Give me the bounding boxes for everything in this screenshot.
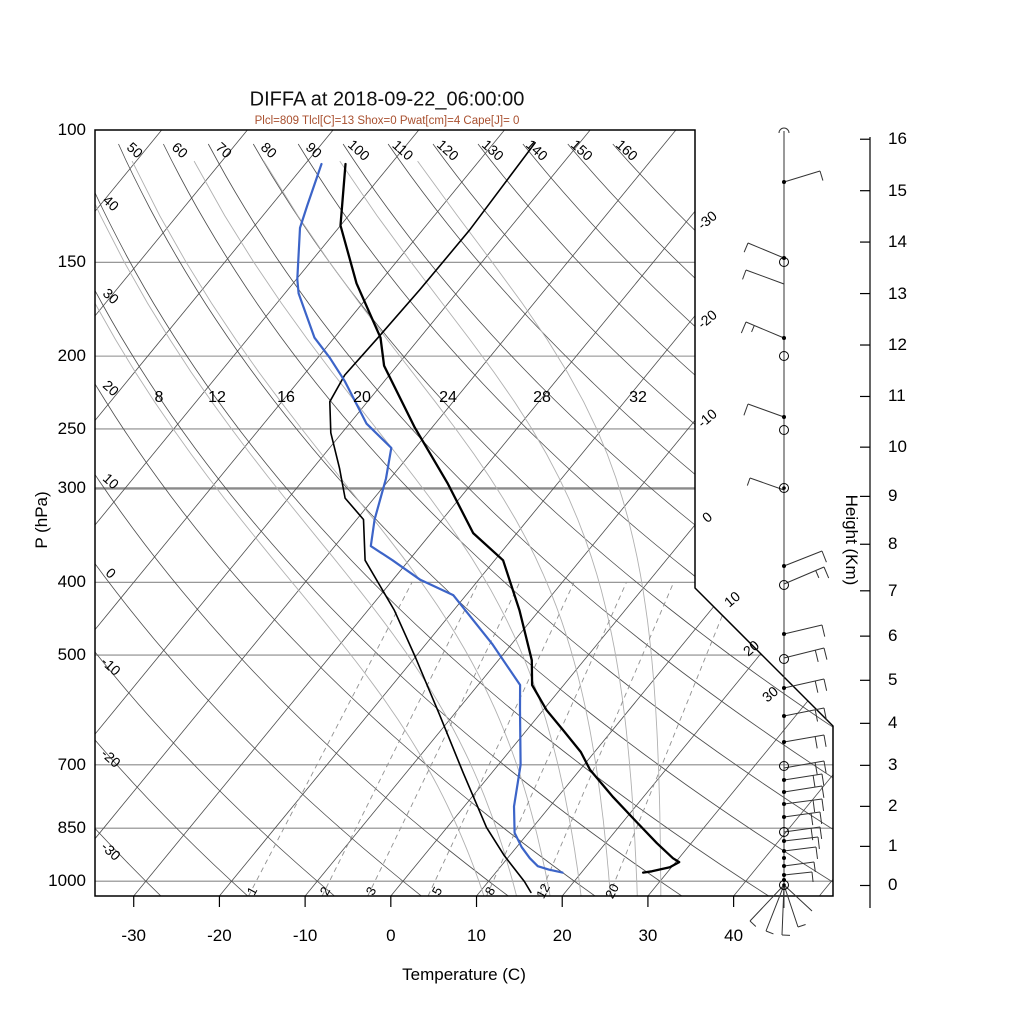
height-tick-label: 16 xyxy=(888,129,907,149)
height-tick-label: 7 xyxy=(888,580,898,600)
pressure-tick-label: 300 xyxy=(57,478,86,498)
temperature-axis-ticks xyxy=(133,896,735,907)
chart-title: DIFFA at 2018-09-22_06:00:00 xyxy=(249,88,525,111)
dewpoint-curve xyxy=(296,162,564,874)
height-tick-label: 1 xyxy=(888,836,898,856)
x-tick-label: -20 xyxy=(207,926,232,945)
x-tick-label: 10 xyxy=(467,926,486,945)
sounding-curves xyxy=(296,142,681,894)
moist-adiabat-label: 12 xyxy=(208,389,226,406)
moist-adiabat-label: 8 xyxy=(154,389,164,406)
temperature-curve xyxy=(339,162,681,874)
x-tick-label: 20 xyxy=(552,926,572,945)
height-tick-label: 13 xyxy=(888,283,907,303)
height-tick-label: 8 xyxy=(888,534,898,554)
pressure-tick-label: 250 xyxy=(57,418,86,438)
moist-adiabat-label: 28 xyxy=(533,389,551,406)
background-grid xyxy=(95,130,833,896)
x-tick-label: 0 xyxy=(386,926,396,945)
height-tick-label: 9 xyxy=(888,486,898,506)
moist-adiabat-label: 24 xyxy=(439,389,457,406)
height-tick-label: 5 xyxy=(888,670,898,690)
height-tick-label: 3 xyxy=(888,755,898,775)
parcel-curve xyxy=(328,142,536,894)
height-tick-label: 0 xyxy=(888,875,898,895)
x-tick-label: 40 xyxy=(724,926,744,945)
height-tick-label: 12 xyxy=(888,335,907,355)
height-tick-label: 2 xyxy=(888,796,898,816)
height-tick-label: 6 xyxy=(888,626,898,646)
pressure-tick-label: 400 xyxy=(57,572,86,592)
height-axis xyxy=(860,137,871,908)
pressure-tick-label: 850 xyxy=(57,818,86,838)
x-tick-label: -10 xyxy=(292,926,318,945)
pressure-tick-label: 100 xyxy=(57,120,86,139)
moist-adiabat-label: 16 xyxy=(277,389,295,406)
x-tick-label: -30 xyxy=(121,926,147,945)
pressure-tick-label: 200 xyxy=(57,346,86,366)
temperature-axis-title: Temperature (C) xyxy=(402,965,526,984)
x-tick-label: 30 xyxy=(638,926,658,945)
moist-adiabat-label: 20 xyxy=(353,389,371,406)
height-tick-label: 4 xyxy=(888,713,898,733)
height-tick-label: 11 xyxy=(888,386,906,406)
pressure-tick-label: 500 xyxy=(57,645,86,665)
wind-barb-column xyxy=(740,127,830,936)
height-tick-label: 10 xyxy=(888,437,907,457)
pressure-tick-label: 150 xyxy=(57,252,86,272)
chart-subtitle: Plcl=809 Tlcl[C]=13 Shox=0 Pwat[cm]=4 Ca… xyxy=(254,115,520,127)
pressure-axis-title: P (hPa) xyxy=(32,491,51,549)
plot-frame xyxy=(94,129,834,897)
pressure-tick-label: 700 xyxy=(57,754,86,774)
height-tick-label: 15 xyxy=(888,180,907,200)
pressure-tick-label: 1000 xyxy=(48,871,86,891)
height-axis-title: Height (Km) xyxy=(842,494,861,586)
moist-adiabat-label: 32 xyxy=(629,389,647,406)
height-tick-label: 14 xyxy=(888,232,907,252)
